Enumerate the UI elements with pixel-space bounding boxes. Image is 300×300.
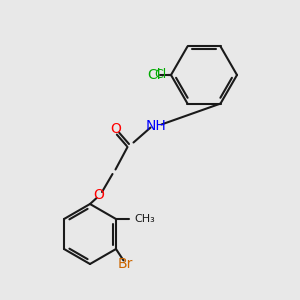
Text: O: O (110, 122, 121, 136)
Text: Cl: Cl (148, 68, 161, 82)
Text: Cl: Cl (154, 68, 167, 82)
Text: CH₃: CH₃ (134, 214, 155, 224)
Text: O: O (94, 188, 104, 202)
Text: NH: NH (146, 119, 167, 133)
Text: Br: Br (117, 257, 133, 271)
